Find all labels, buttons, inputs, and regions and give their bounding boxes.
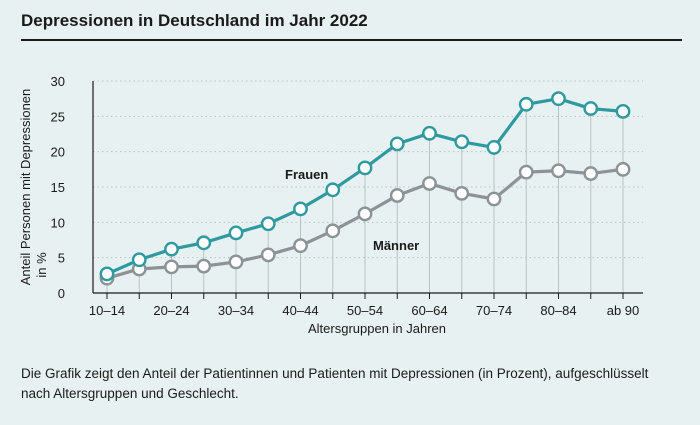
y-axis-title: Anteil Personen mit Depressionenin % — [18, 89, 49, 286]
data-point-maenner — [583, 166, 599, 181]
title-rule — [21, 39, 682, 41]
x-tick-label: 50–54 — [347, 303, 383, 318]
x-tick-label: 80–84 — [540, 303, 576, 318]
data-point-frauen — [583, 101, 599, 116]
series-lines — [99, 91, 631, 286]
data-point-frauen — [422, 125, 437, 141]
data-point-maenner — [357, 206, 373, 222]
data-point-frauen — [518, 96, 534, 112]
data-point-frauen — [99, 266, 115, 282]
y-tick-label: 5 — [58, 251, 65, 266]
data-point-frauen — [228, 225, 244, 241]
y-axis-title-line: Anteil Personen mit Depressionen — [18, 89, 33, 286]
data-point-frauen — [196, 235, 212, 251]
line-chart: 0 5 10 15 20 25 30 10–14 20–24 30–34 40–44 50–54 60–… — [18, 74, 643, 336]
series-label-frauen: Frauen — [285, 167, 328, 182]
data-point-maenner — [518, 164, 534, 180]
data-point-frauen — [325, 182, 341, 198]
y-tick-label: 10 — [51, 215, 65, 230]
data-point-frauen — [164, 241, 179, 257]
data-point-frauen — [389, 136, 405, 152]
series-label-maenner: Männer — [373, 238, 419, 253]
data-point-maenner — [164, 259, 179, 275]
data-point-maenner — [293, 238, 308, 254]
data-point-maenner — [615, 161, 631, 177]
x-axis-title: Altersgruppen in Jahren — [308, 321, 446, 336]
data-point-maenner — [551, 163, 566, 179]
x-tick-label: 10–14 — [89, 303, 125, 318]
data-point-maenner — [196, 258, 212, 274]
data-point-maenner — [228, 254, 244, 270]
y-tick-label: 25 — [51, 109, 65, 124]
chart-caption: Die Grafik zeigt den Anteil der Patienti… — [21, 366, 649, 401]
data-point-frauen — [454, 134, 470, 150]
chart-title: Depressionen in Deutschland im Jahr 2022 — [21, 11, 368, 30]
data-point-maenner — [486, 191, 502, 207]
data-point-frauen — [131, 252, 147, 268]
data-point-frauen — [615, 103, 631, 119]
data-point-frauen — [260, 216, 276, 232]
x-tick-label: 40–44 — [282, 303, 318, 318]
y-axis-title-line: in % — [34, 252, 49, 278]
y-tick-label: 0 — [58, 286, 65, 301]
y-tick-label: 20 — [51, 145, 65, 160]
x-tick-label: ab 90 — [607, 303, 640, 318]
gridlines — [93, 80, 643, 293]
data-point-frauen — [293, 201, 308, 217]
labels: Frauen Männer — [285, 167, 419, 253]
x-tick-label: 60–64 — [411, 303, 447, 318]
x-tick-label: 70–74 — [476, 303, 512, 318]
data-point-maenner — [454, 185, 470, 201]
data-point-frauen — [357, 160, 373, 176]
x-tick-label: 20–24 — [153, 303, 189, 318]
data-point-frauen — [486, 140, 502, 155]
data-point-maenner — [325, 223, 341, 239]
data-point-maenner — [422, 176, 437, 191]
data-point-maenner — [389, 188, 405, 203]
x-tick-label: 30–34 — [218, 303, 254, 318]
data-point-frauen — [551, 91, 566, 107]
axes: 0 5 10 15 20 25 30 10–14 20–24 30–34 40–44 50–54 60–… — [18, 74, 643, 336]
y-tick-label: 15 — [51, 180, 65, 195]
data-point-maenner — [260, 247, 276, 263]
y-tick-label: 30 — [51, 74, 65, 89]
